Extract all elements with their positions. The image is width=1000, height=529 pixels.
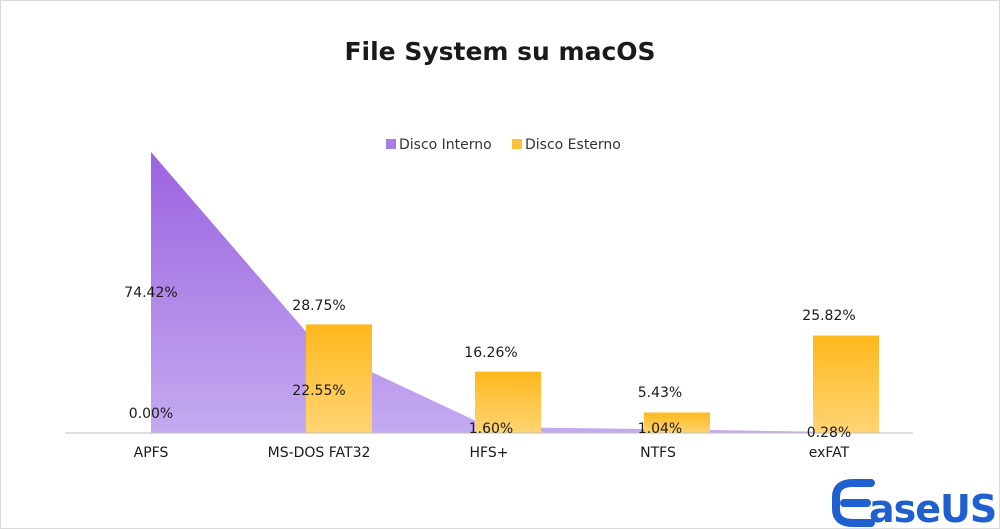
data-label-disco-esterno-ms-dos-fat32: 28.75% (292, 298, 345, 314)
x-tick-label-hfs: HFS+ (470, 445, 509, 461)
bar-disco-esterno-hfs (475, 371, 541, 433)
x-tick-label-ms-dos-fat32: MS-DOS FAT32 (268, 445, 371, 461)
data-label-disco-interno-hfs: 1.60% (469, 421, 513, 437)
data-label-disco-esterno-ntfs: 5.43% (638, 385, 682, 401)
x-tick-label-ntfs: NTFS (640, 445, 676, 461)
legend-swatch-disco-interno (386, 139, 396, 149)
legend-swatch-disco-esterno (512, 139, 522, 149)
legend-label-disco-esterno: Disco Esterno (525, 137, 621, 153)
data-label-disco-esterno-hfs: 16.26% (464, 345, 517, 361)
data-label-disco-interno-ntfs: 1.04% (638, 421, 682, 437)
x-tick-label-exfat: exFAT (809, 445, 850, 461)
data-label-disco-interno-apfs: 74.42% (124, 285, 177, 301)
data-label-disco-interno-exfat: 0.28% (807, 425, 851, 441)
logo-e-mark (832, 479, 875, 527)
data-label-disco-esterno-exfat: 25.82% (802, 308, 855, 324)
logo-wordmark: aseUS (869, 487, 996, 528)
data-label-disco-interno-ms-dos-fat32: 22.55% (292, 383, 345, 399)
data-label-disco-esterno-apfs: 0.00% (129, 406, 173, 422)
bar-disco-esterno-ntfs (644, 412, 710, 433)
bar-disco-esterno-exfat (813, 335, 879, 433)
legend-label-disco-interno: Disco Interno (399, 137, 492, 153)
easeus-logo: aseUS (832, 479, 997, 528)
x-tick-label-apfs: APFS (134, 445, 169, 461)
chart-title: File System su macOS (344, 37, 655, 66)
bar-disco-esterno-ms-dos-fat32 (306, 324, 372, 433)
legend: Disco Interno Disco Esterno (386, 137, 621, 153)
